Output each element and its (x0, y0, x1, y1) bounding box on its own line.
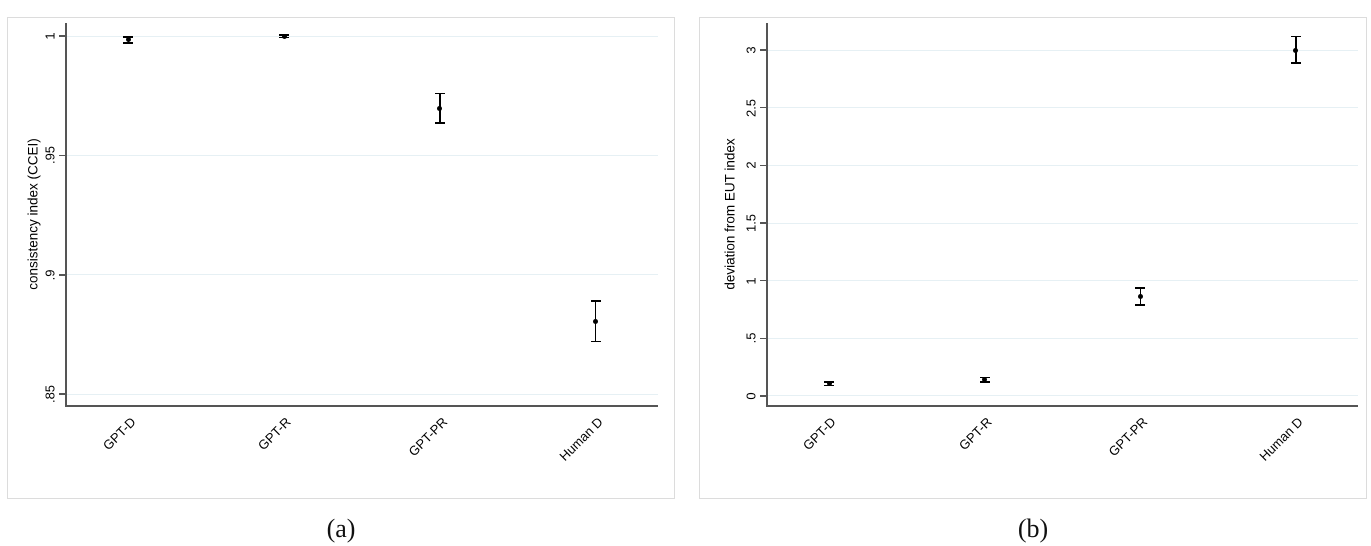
point-marker (593, 318, 599, 324)
ci-cap-bottom (590, 340, 601, 343)
plot-area: .85 .9 .95 1 (43, 23, 658, 407)
ci-cap-top (590, 300, 601, 302)
figure-panel-a: consistency index (CCEI) .85 .9 .95 1 (a) G… (7, 17, 675, 543)
ci-cap-bottom (123, 42, 134, 44)
point-marker (826, 381, 832, 387)
point-marker (281, 33, 287, 39)
x-category-label: GPT-D (99, 414, 139, 453)
x-axis (766, 405, 1358, 407)
y-gridline (66, 154, 658, 156)
y-gridline (66, 393, 658, 395)
y-tick-mark (760, 49, 767, 51)
point-marker (125, 37, 131, 43)
y-tick-mark (59, 35, 66, 37)
y-tick-label: 1.5 (743, 213, 759, 233)
y-tick-mark (760, 279, 767, 282)
y-tick-mark (59, 274, 66, 276)
y-gridline (66, 274, 658, 276)
x-category-label: GPT-R (255, 414, 295, 453)
ci-cap-bottom (1135, 304, 1146, 306)
x-category-label: Human D (556, 414, 606, 464)
y-tick-label: .9 (42, 269, 58, 281)
y-tick-mark (760, 164, 767, 167)
y-gridline (767, 280, 1358, 282)
y-tick-mark (59, 154, 66, 157)
point-marker (982, 377, 988, 383)
x-category-label: GPT-R (955, 414, 995, 453)
y-tick-label: 1 (42, 32, 58, 40)
panel-caption-a: (a) (326, 514, 356, 543)
plot-area: 0 .5 1 1.5 2 2.5 3 (744, 23, 1358, 407)
ci-cap-top (1135, 287, 1146, 289)
ci-cap-bottom (979, 381, 990, 383)
ci-cap-bottom (434, 122, 445, 124)
x-axis (65, 405, 658, 407)
y-tick-mark (760, 106, 767, 109)
y-axis-title: consistency index (CCEI) (25, 138, 41, 290)
ci-cap-bottom (1290, 62, 1301, 64)
figure-panel-b: deviation from EUT index 0 .5 1 1.5 2 2.5 3 (b… (699, 17, 1367, 543)
ci-cap-top (123, 36, 134, 38)
x-category-label: GPT-PR (404, 414, 450, 460)
point-marker (1293, 47, 1299, 53)
y-gridline (767, 164, 1358, 166)
y-axis-title: deviation from EUT index (722, 138, 738, 290)
panel-caption-b: (b) (1017, 514, 1049, 543)
point-marker (437, 106, 443, 112)
point-marker (1137, 293, 1143, 299)
y-gridline (767, 337, 1358, 339)
x-category-label: GPT-D (800, 414, 840, 453)
y-tick-mark (760, 222, 767, 224)
y-tick-label: 0 (743, 392, 759, 400)
y-tick-label: 2.5 (743, 98, 759, 117)
ci-cap-top (434, 92, 445, 95)
y-gridline (767, 395, 1358, 397)
y-tick-label: .5 (743, 332, 759, 344)
y-gridline (66, 35, 658, 37)
ci-cap-top (1290, 35, 1301, 37)
y-tick-label: 1 (743, 277, 759, 285)
y-gridline (767, 107, 1358, 109)
y-tick-label: .95 (42, 146, 58, 165)
x-category-label: GPT-PR (1105, 414, 1151, 460)
y-tick-label: 2 (743, 161, 759, 169)
x-category-label: Human D (1256, 414, 1306, 464)
y-tick-label: .85 (42, 385, 58, 404)
y-axis (766, 23, 768, 406)
y-gridline (767, 49, 1358, 51)
y-tick-mark (760, 337, 767, 340)
y-tick-mark (760, 395, 767, 397)
y-tick-mark (59, 393, 66, 395)
y-axis (65, 23, 67, 406)
y-gridline (767, 222, 1358, 224)
y-tick-label: 3 (743, 46, 759, 54)
